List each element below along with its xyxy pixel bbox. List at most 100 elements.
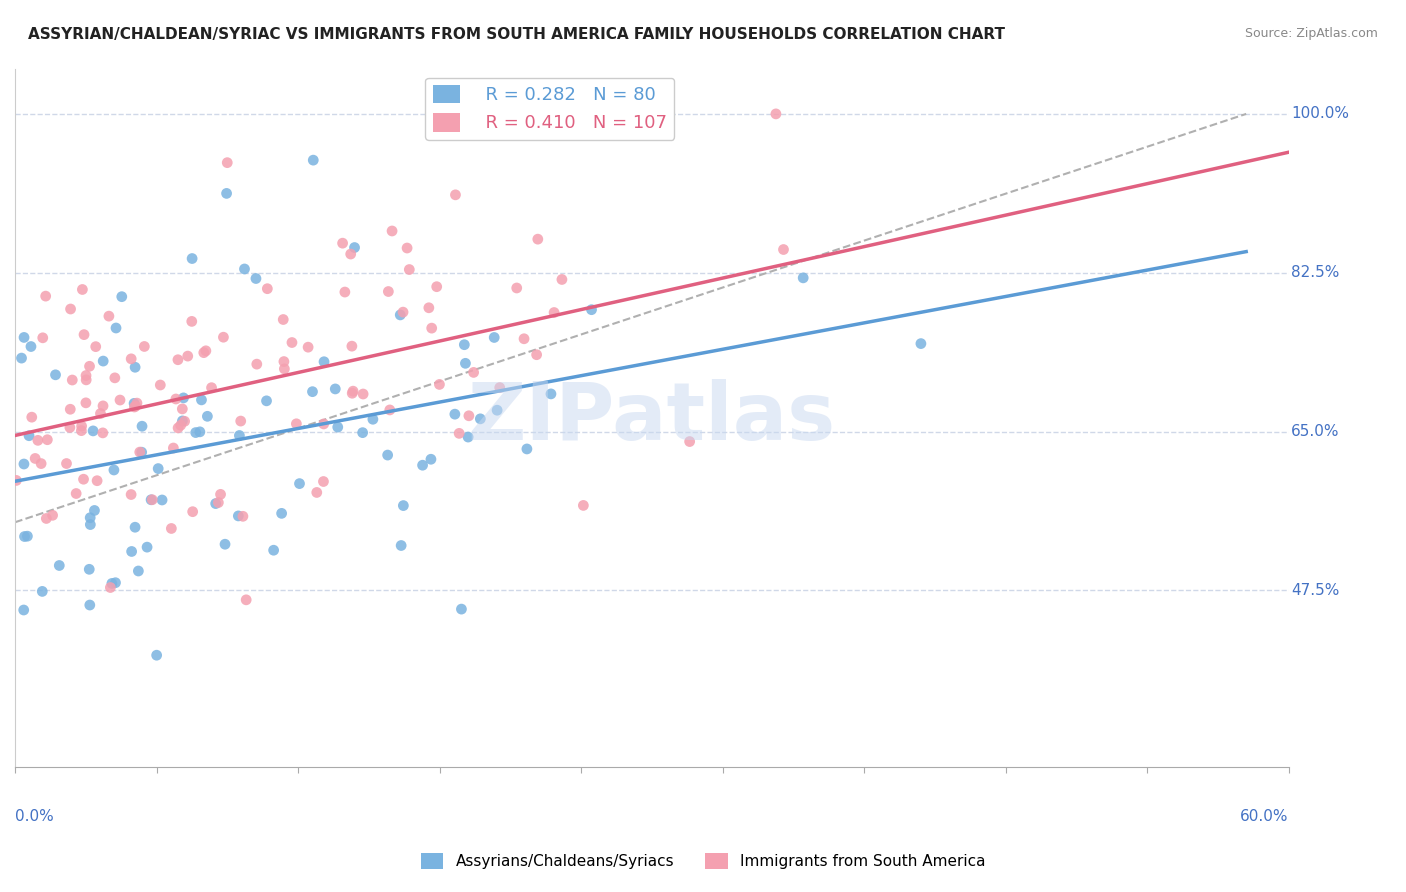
Point	[389, 308, 412, 322]
Point	[381, 224, 404, 238]
Point	[150, 493, 173, 508]
Point	[470, 412, 492, 426]
Point	[418, 301, 440, 315]
Point	[172, 414, 194, 428]
Point	[24, 451, 46, 466]
Point	[91, 425, 114, 440]
Point	[352, 425, 374, 440]
Point	[792, 270, 814, 285]
Point	[297, 340, 319, 354]
Point	[91, 399, 114, 413]
Point	[122, 396, 145, 410]
Point	[31, 584, 53, 599]
Point	[543, 305, 565, 319]
Point	[678, 434, 700, 449]
Point	[41, 508, 63, 523]
Point	[772, 243, 794, 257]
Point	[170, 418, 193, 433]
Point	[127, 564, 149, 578]
Point	[412, 458, 434, 473]
Point	[339, 247, 361, 261]
Point	[229, 414, 252, 428]
Point	[207, 495, 229, 509]
Point	[82, 424, 104, 438]
Point	[184, 425, 207, 440]
Point	[273, 362, 295, 376]
Point	[103, 463, 125, 477]
Point	[263, 543, 285, 558]
Point	[193, 345, 215, 359]
Point	[134, 339, 156, 353]
Point	[312, 355, 335, 369]
Point	[105, 321, 128, 335]
Point	[21, 410, 44, 425]
Point	[301, 384, 323, 399]
Point	[165, 392, 187, 406]
Point	[581, 302, 603, 317]
Point	[245, 271, 267, 285]
Point	[209, 487, 232, 501]
Point	[454, 356, 477, 370]
Point	[378, 403, 401, 417]
Point	[312, 417, 335, 431]
Point	[131, 445, 153, 459]
Point	[444, 407, 467, 421]
Point	[540, 387, 562, 401]
Point	[516, 442, 538, 456]
Text: 60.0%: 60.0%	[1240, 809, 1289, 824]
Point	[27, 434, 49, 448]
Point	[484, 330, 506, 344]
Point	[444, 187, 467, 202]
Point	[281, 335, 304, 350]
Text: ZIPatlas: ZIPatlas	[468, 379, 837, 457]
Point	[111, 290, 134, 304]
Point	[48, 558, 70, 573]
Point	[235, 592, 257, 607]
Point	[124, 360, 146, 375]
Point	[124, 520, 146, 534]
Point	[450, 602, 472, 616]
Point	[377, 285, 399, 299]
Point	[270, 507, 292, 521]
Point	[200, 381, 222, 395]
Point	[97, 309, 120, 323]
Point	[181, 252, 204, 266]
Point	[551, 272, 574, 286]
Point	[108, 392, 131, 407]
Point	[72, 472, 94, 486]
Point	[288, 476, 311, 491]
Point	[65, 486, 87, 500]
Point	[486, 403, 509, 417]
Point	[457, 430, 479, 444]
Point	[162, 441, 184, 455]
Point	[352, 387, 374, 401]
Point	[30, 457, 52, 471]
Point	[340, 339, 363, 353]
Point	[180, 314, 202, 328]
Point	[37, 433, 59, 447]
Point	[488, 381, 510, 395]
Point	[70, 419, 93, 434]
Point	[271, 312, 294, 326]
Legend: Assyrians/Chaldeans/Syriacs, Immigrants from South America: Assyrians/Chaldeans/Syriacs, Immigrants …	[415, 847, 991, 875]
Point	[100, 581, 122, 595]
Point	[136, 540, 159, 554]
Text: 65.0%: 65.0%	[1291, 424, 1340, 439]
Point	[197, 409, 219, 424]
Point	[124, 399, 146, 413]
Point	[59, 301, 82, 316]
Point	[326, 420, 349, 434]
Point	[426, 279, 449, 293]
Point	[204, 497, 226, 511]
Point	[172, 401, 194, 416]
Point	[233, 262, 256, 277]
Text: Source: ZipAtlas.com: Source: ZipAtlas.com	[1244, 27, 1378, 40]
Point	[285, 417, 308, 431]
Point	[128, 445, 150, 459]
Point	[232, 509, 254, 524]
Point	[449, 426, 471, 441]
Point	[177, 349, 200, 363]
Point	[389, 539, 412, 553]
Point	[419, 452, 441, 467]
Point	[527, 232, 550, 246]
